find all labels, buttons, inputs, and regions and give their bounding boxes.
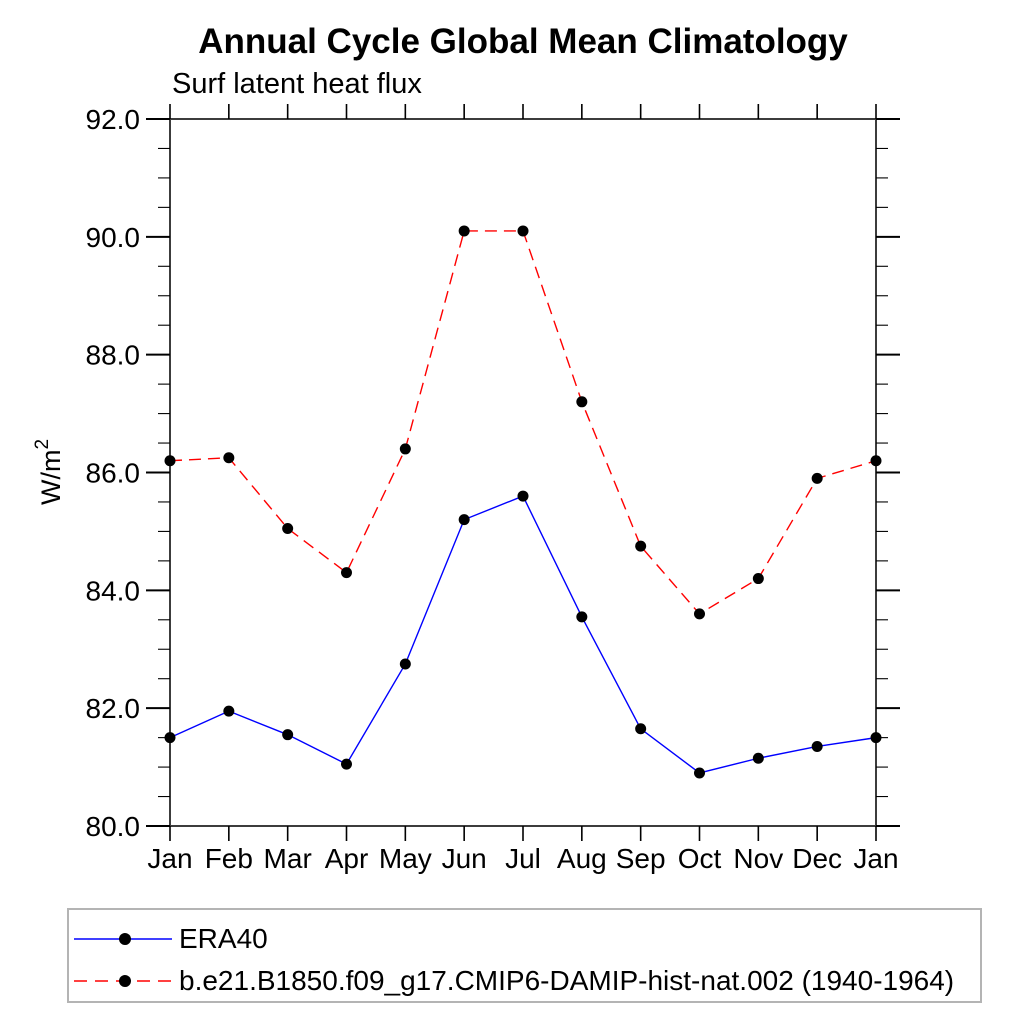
x-tick-label: Dec xyxy=(792,843,842,874)
x-tick-labels: Jan Feb Mar Apr May Jun Jul Aug Sep Oct Nov Dec Jan xyxy=(147,843,898,874)
data-point xyxy=(870,455,882,467)
data-point xyxy=(694,608,705,620)
data-point xyxy=(399,658,411,670)
x-tick-label: Jan xyxy=(147,843,192,874)
legend-sample-era40 xyxy=(74,933,172,945)
series-markers-0 xyxy=(164,490,882,779)
y-tick-label: 82.0 xyxy=(86,693,141,724)
legend-marker-sample xyxy=(119,933,131,945)
data-point xyxy=(399,443,411,455)
data-point xyxy=(752,573,764,585)
series-markers-1 xyxy=(164,225,882,620)
y-tick-label: 88.0 xyxy=(86,340,141,371)
series-line-0 xyxy=(169,495,877,774)
data-point xyxy=(635,540,647,552)
data-point xyxy=(517,225,529,237)
y-major-ticks xyxy=(146,118,900,827)
y-tick-label: 80.0 xyxy=(86,811,141,842)
x-tick-label: Aug xyxy=(557,843,607,874)
plot-frame xyxy=(169,118,877,827)
data-point xyxy=(164,455,176,467)
data-point xyxy=(694,767,705,779)
legend-item-era40: ERA40 xyxy=(72,923,268,954)
series-line-1 xyxy=(169,230,877,615)
legend-label-era40: ERA40 xyxy=(179,923,268,954)
x-tick-label: Oct xyxy=(678,843,722,874)
data-point xyxy=(282,522,294,534)
y-minor-ticks xyxy=(158,147,888,798)
x-tick-label: Sep xyxy=(616,843,666,874)
legend-box: ERA40 b.e21.B1850.f09_g17.CMIP6-DAMIP-hi… xyxy=(67,908,982,1003)
x-ticks xyxy=(169,104,877,841)
data-point xyxy=(811,472,823,484)
data-point xyxy=(458,514,470,526)
data-point xyxy=(752,752,764,764)
data-point xyxy=(282,729,294,741)
y-axis-label: W/m2 xyxy=(32,439,66,505)
y-tick-label: 84.0 xyxy=(86,575,141,606)
x-tick-label: Jan xyxy=(853,843,898,874)
x-tick-label: Jul xyxy=(505,843,541,874)
chart-title: Annual Cycle Global Mean Climatology xyxy=(198,22,848,61)
x-tick-label: Nov xyxy=(733,843,783,874)
data-point xyxy=(164,732,176,744)
x-tick-label: Apr xyxy=(325,843,369,874)
legend-label-model: b.e21.B1850.f09_g17.CMIP6-DAMIP-hist-nat… xyxy=(179,965,955,996)
data-point xyxy=(635,723,647,735)
chart-subtitle: Surf latent heat flux xyxy=(172,68,422,100)
data-point xyxy=(341,567,352,579)
legend-marker-sample xyxy=(119,975,131,987)
y-tick-label: 86.0 xyxy=(86,458,141,489)
x-tick-label: Feb xyxy=(205,843,253,874)
data-point xyxy=(576,396,588,408)
x-tick-label: May xyxy=(379,843,432,874)
plot-area: Jan Feb Mar Apr May Jun Jul Aug Sep Oct Nov Dec Jan8… xyxy=(32,104,900,874)
data-point xyxy=(811,740,823,752)
y-tick-label: 90.0 xyxy=(86,222,141,253)
data-point xyxy=(576,611,588,623)
data-point xyxy=(458,225,470,237)
x-tick-label: Jun xyxy=(442,843,487,874)
y-tick-labels: 80.0 82.0 84.0 86.0 88.0 90.0 92.0 xyxy=(86,104,141,842)
data-point xyxy=(517,490,529,502)
legend-sample-model xyxy=(74,975,172,987)
y-tick-label: 92.0 xyxy=(86,104,141,135)
data-point xyxy=(870,732,882,744)
legend-item-model: b.e21.B1850.f09_g17.CMIP6-DAMIP-hist-nat… xyxy=(72,965,955,996)
data-point xyxy=(223,452,235,464)
data-point xyxy=(341,758,352,770)
x-tick-label: Mar xyxy=(264,843,312,874)
data-point xyxy=(223,705,235,717)
